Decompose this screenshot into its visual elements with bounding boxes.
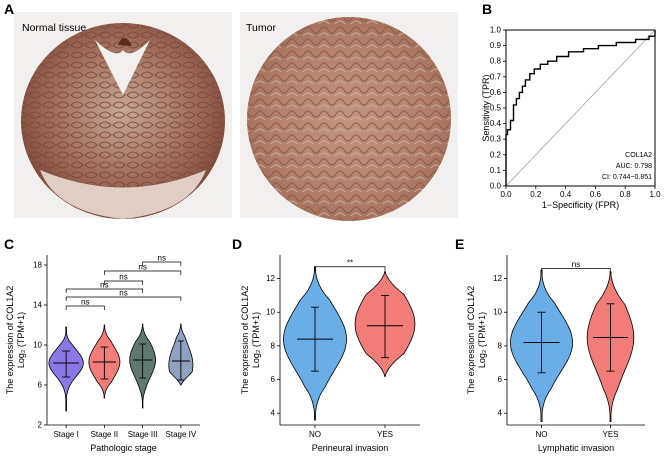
panel-b-letter: B xyxy=(482,1,492,17)
roc-x-axis-title: 1−Specificity (FPR) xyxy=(542,200,619,210)
lymphatic-x-tick-label: NO xyxy=(536,430,548,439)
normal-tissue-label: Normal tissue xyxy=(22,22,86,34)
stage-y-axis-title: The expression of COL1A2 xyxy=(5,286,15,395)
lymphatic-y-axis-title: The expression of COL1A2 xyxy=(466,286,476,395)
roc-y-tick-label: 0.7 xyxy=(490,72,502,81)
perineural-y-tick-label: 8 xyxy=(271,341,276,350)
stage-x-tick-label: Stage II xyxy=(91,430,119,439)
roc-y-tick-label: 0.5 xyxy=(490,104,502,113)
roc-y-tick-label: 0.3 xyxy=(490,135,502,144)
roc-y-tick-label: 0.6 xyxy=(490,88,502,97)
roc-y-tick-label: 0.4 xyxy=(490,119,502,128)
perineural-y-axis-title: The expression of COL1A2 xyxy=(240,286,250,395)
stage-x-tick-label: Stage I xyxy=(53,430,78,439)
stage-y-axis-subtitle: Log₂ (TPM+1) xyxy=(16,312,26,368)
roc-y-tick-label: 0.1 xyxy=(490,166,502,175)
stage-y-tick-label: 14 xyxy=(33,301,42,310)
lymphatic-y-axis-subtitle: Log₂ (TPM+1) xyxy=(477,312,487,368)
stage-comparison-label: ns xyxy=(81,298,89,307)
stage-comparison-bracket xyxy=(142,261,182,266)
roc-y-tick-label: 0.8 xyxy=(490,57,502,66)
stage-comparison-label: ns xyxy=(100,281,108,290)
lymphatic-y-tick-label: 6 xyxy=(498,375,503,384)
stage-x-tick-label: Stage IV xyxy=(166,430,197,439)
roc-annotation-line: CI: 0.744−0.851 xyxy=(602,174,652,181)
perineural-x-tick-label: NO xyxy=(309,430,321,439)
roc-x-tick-label: 1.0 xyxy=(649,190,661,199)
stage-comparison-label: ns xyxy=(138,263,146,272)
lymphatic-y-tick-label: 8 xyxy=(498,341,503,350)
violin-chart-perineural-invasion: 4 6 8 10 12 NO YES ** Perineural invasion The exp… xyxy=(240,255,420,453)
stage-comparison-label: ns xyxy=(119,289,127,298)
roc-reference-diagonal xyxy=(505,29,656,187)
roc-y-tick-label: 0.9 xyxy=(490,41,502,50)
roc-chart: 0.0 0.2 0.4 0.6 0.8 1.0 0.0 0.1 0.2 0.3 0.4 0.5 0.6 0… xyxy=(481,26,661,211)
stage-comparison-bracket xyxy=(65,288,143,293)
stage-comparison-label: ns xyxy=(158,254,166,263)
stage-y-tick-label: 2 xyxy=(38,421,43,430)
perineural-y-tick-label: 12 xyxy=(266,274,275,283)
lymphatic-comparison-label: ns xyxy=(572,260,580,269)
lymphatic-y-tick-label: 10 xyxy=(493,308,502,317)
roc-y-tick-label: 0.2 xyxy=(490,150,502,159)
tumor-image: Tumor xyxy=(240,12,458,221)
panel-a-letter: A xyxy=(4,1,14,17)
perineural-y-axis-subtitle: Log₂ (TPM+1) xyxy=(251,312,261,368)
perineural-y-tick-label: 6 xyxy=(271,375,276,384)
stage-y-tick-label: 10 xyxy=(33,341,42,350)
lymphatic-comparison-bracket xyxy=(541,268,611,273)
stage-x-axis-title: Pathologic stage xyxy=(90,443,157,453)
violin-chart-pathologic-stage: 2 6 10 14 18 Stage I Stage II Stage III Stage IV… xyxy=(5,254,200,453)
stage-y-tick-label: 18 xyxy=(33,261,42,270)
roc-y-axis-title: Sensitivity (TPR) xyxy=(481,74,491,141)
roc-y-tick-label: 1.0 xyxy=(490,26,502,35)
roc-x-tick-label: 0.4 xyxy=(560,190,572,199)
violin-chart-lymphatic-invasion: 4 6 8 10 12 NO YES ns Lymphatic invasion The expr… xyxy=(466,255,645,453)
perineural-x-tick-label: YES xyxy=(377,430,393,439)
roc-x-tick-label: 0.0 xyxy=(500,190,512,199)
lymphatic-y-tick-label: 4 xyxy=(498,409,503,418)
panel-c-letter: C xyxy=(4,236,14,252)
roc-y-tick-label: 0.0 xyxy=(490,182,502,191)
stage-comparison-bracket xyxy=(65,305,105,310)
tumor-label: Tumor xyxy=(246,22,276,34)
stage-x-tick-label: Stage III xyxy=(128,430,158,439)
stage-y-tick-label: 6 xyxy=(38,381,43,390)
roc-curve xyxy=(505,30,656,186)
perineural-y-tick-label: 10 xyxy=(266,308,275,317)
stage-comparison-bracket xyxy=(65,296,182,301)
stage-comparison-label: ns xyxy=(119,273,127,282)
panel-d-letter: D xyxy=(232,236,242,252)
lymphatic-x-tick-label: YES xyxy=(602,430,618,439)
perineural-comparison-label: ** xyxy=(347,258,353,267)
roc-x-tick-label: 0.8 xyxy=(620,190,632,199)
roc-x-tick-label: 0.2 xyxy=(530,190,542,199)
stage-comparison-bracket xyxy=(104,280,143,285)
normal-tissue-image: Normal tissue xyxy=(14,12,232,219)
stage-comparison-bracket xyxy=(104,270,182,275)
perineural-x-axis-title: Perineural invasion xyxy=(312,443,389,453)
roc-annotation-line: AUC: 0.798 xyxy=(616,163,652,170)
roc-annotation-line: COL1A2 xyxy=(625,152,652,159)
roc-x-tick-label: 0.6 xyxy=(590,190,602,199)
perineural-y-tick-label: 4 xyxy=(271,409,276,418)
perineural-comparison-bracket xyxy=(314,266,386,271)
lymphatic-x-axis-title: Lymphatic invasion xyxy=(538,443,614,453)
panel-e-letter: E xyxy=(455,236,464,252)
lymphatic-y-tick-label: 12 xyxy=(493,274,502,283)
